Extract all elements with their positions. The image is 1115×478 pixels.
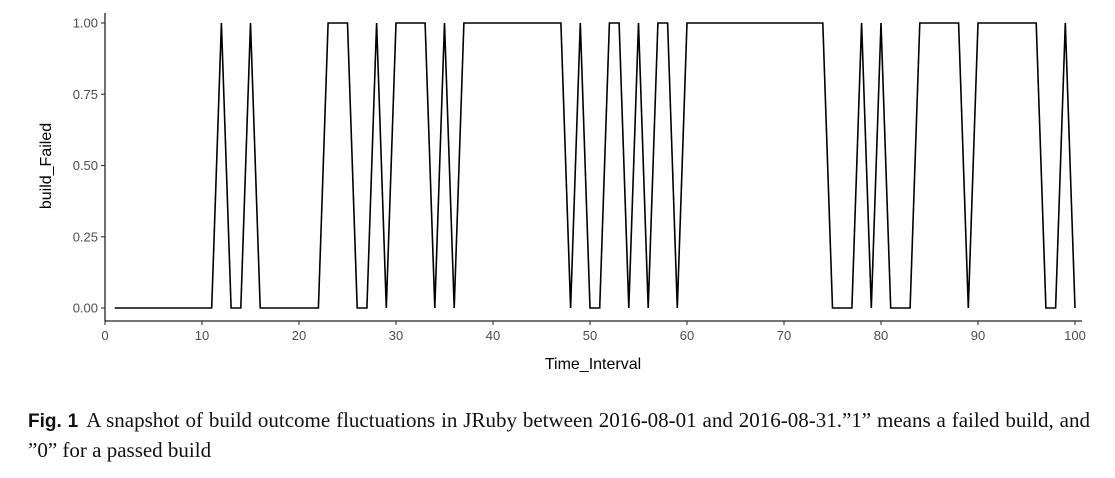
y-tick-label: 1.00 [73,16,98,31]
y-tick-label: 0.00 [73,301,98,316]
x-tick-label: 20 [292,328,306,343]
x-tick-label: 10 [195,328,209,343]
figure-label: Fig. 1 [28,411,79,432]
figure-caption-text: A snapshot of build outcome fluctuations… [28,408,1090,462]
build-failed-line [114,22,1076,309]
x-tick-label: 30 [389,328,403,343]
x-tick-label: 60 [680,328,694,343]
x-axis-title: Time_Interval [545,356,641,373]
y-axis: 0.00 0.25 0.50 0.75 1.00 [73,13,106,321]
x-tick-label: 80 [874,328,888,343]
line-chart: 0.00 0.25 0.50 0.75 1.00 0 10 20 30 40 50 60 70 80 90… [38,13,1086,373]
y-axis-title: build_Failed [38,123,55,209]
x-tick-label: 40 [486,328,500,343]
y-tick-label: 0.75 [73,87,98,102]
x-tick-label: 70 [777,328,791,343]
y-tick-label: 0.50 [73,158,98,173]
x-tick-label: 90 [971,328,985,343]
y-tick-label: 0.25 [73,229,98,244]
x-tick-label: 100 [1064,328,1086,343]
x-tick-label: 0 [101,328,108,343]
x-axis: 0 10 20 30 40 50 60 70 80 90 100 [101,320,1086,343]
x-tick-label: 50 [583,328,597,343]
